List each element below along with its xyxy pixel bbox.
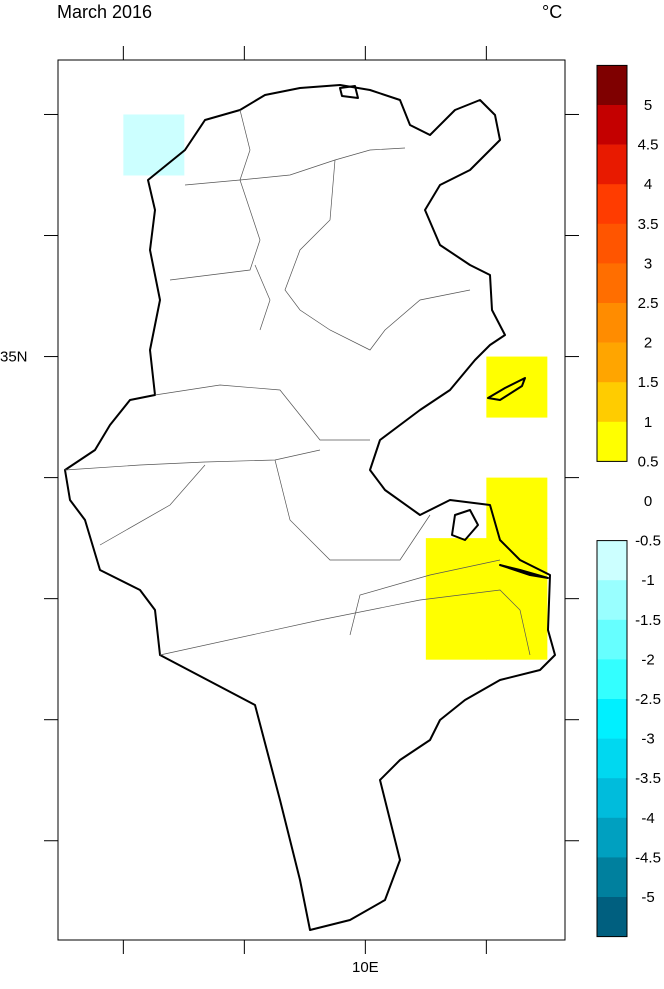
colorbar-swatch	[597, 342, 627, 383]
colorbar-swatch	[597, 184, 627, 225]
colorbar-swatch	[597, 540, 627, 581]
colorbar-swatch	[597, 303, 627, 343]
colorbar-label: -0.5	[635, 533, 661, 550]
colorbar-label: 1.5	[638, 374, 659, 391]
anomaly-cell	[425, 538, 487, 600]
colorbar-swatch	[597, 263, 627, 304]
colorbar-swatch	[597, 382, 627, 423]
map-title: March 2016	[57, 2, 152, 22]
anomaly-cell	[425, 598, 487, 660]
colorbar-label: -3	[641, 731, 654, 748]
colorbar-label: 5	[644, 97, 652, 114]
colorbar-swatch	[597, 65, 627, 106]
colorbar-swatch	[597, 619, 627, 660]
anomaly-cell	[486, 598, 548, 660]
anomaly-cell	[486, 356, 548, 418]
colorbar-swatch	[597, 817, 627, 858]
colorbar-label: 3	[644, 255, 652, 272]
colorbar-swatch	[597, 421, 627, 462]
colorbar-swatch	[597, 580, 627, 621]
colorbar-label: -2	[641, 651, 654, 668]
colorbar-label: 0	[644, 493, 652, 510]
colorbar-frame	[596, 540, 628, 938]
colorbar-label: -2.5	[635, 691, 661, 708]
colorbar-swatch	[597, 699, 627, 739]
colorbar-label: -1.5	[635, 612, 661, 629]
colorbar-label: -4.5	[635, 849, 661, 866]
colorbar-label: -5	[641, 889, 654, 906]
colorbar-swatch	[597, 144, 627, 185]
colorbar-label: 1	[644, 414, 652, 431]
anomaly-cell	[486, 477, 548, 539]
colorbar-swatch	[597, 857, 627, 898]
map-frame	[57, 59, 566, 941]
y-tick-label: 35N	[0, 349, 28, 366]
colorbar-swatch	[597, 105, 627, 145]
colorbar-label: 2	[644, 335, 652, 352]
colorbar-swatch	[597, 659, 627, 700]
x-tick-label: 10E	[352, 959, 379, 976]
colorbar-label: -1	[641, 572, 654, 589]
colorbar-label: 3.5	[638, 216, 659, 233]
internal-borders	[64, 109, 531, 656]
colorbar-swatch	[597, 223, 627, 264]
colorbar-swatch	[597, 897, 627, 937]
colorbar-label: 4	[644, 176, 652, 193]
colorbar-label: -3.5	[635, 770, 661, 787]
colorbar-label: 2.5	[638, 295, 659, 312]
colorbar-label: 0.5	[638, 453, 659, 470]
country-outline	[64, 84, 556, 931]
units-label: °C	[542, 2, 562, 22]
colorbar-label: 4.5	[638, 137, 659, 154]
colorbar-swatch	[597, 738, 627, 779]
colorbar-frame	[596, 64, 628, 462]
colorbar-swatch	[597, 778, 627, 819]
anomaly-cell	[123, 114, 185, 176]
colorbar-label: -4	[641, 810, 654, 827]
